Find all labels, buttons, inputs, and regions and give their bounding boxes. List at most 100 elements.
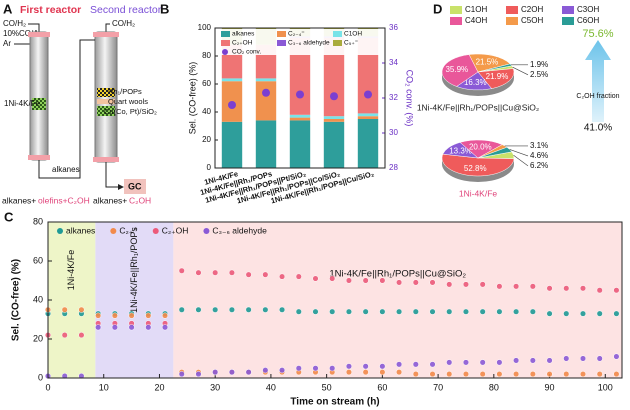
data-point <box>161 324 169 331</box>
tube-cap <box>93 157 119 162</box>
y-tick-label: 80 <box>202 51 211 60</box>
data-point <box>513 357 520 364</box>
data-point <box>546 357 553 364</box>
data-point <box>312 308 319 315</box>
data-point <box>412 361 419 368</box>
gc-box <box>124 179 146 194</box>
legend-box <box>217 29 383 55</box>
data-point <box>362 277 369 284</box>
legend-label: C₃₋₆ aldehyde <box>212 225 267 235</box>
plot-frame <box>214 27 386 169</box>
value-label: 16.3% <box>464 78 487 87</box>
bar-segment <box>323 37 345 117</box>
legend-marker <box>222 49 228 55</box>
data-point <box>279 367 286 374</box>
data-point <box>161 312 169 319</box>
feed-label: 10%CO/Ar <box>3 29 42 38</box>
product-label: alkanes+ <box>2 195 36 205</box>
legend-swatch <box>221 40 230 46</box>
legend-label: C₂₋₄⁼ <box>288 31 305 38</box>
y2-tick-label: 32 <box>389 93 398 102</box>
product-label: olefins+C₂OH <box>38 195 90 205</box>
data-point <box>245 306 252 313</box>
data-point <box>362 308 369 315</box>
data-point <box>412 308 419 315</box>
legend-marker <box>152 228 159 234</box>
data-point <box>496 308 503 315</box>
bar-segment <box>255 78 277 82</box>
data-point <box>228 269 235 276</box>
legend-label: C6OH <box>577 16 599 25</box>
plot-frame <box>47 221 623 379</box>
data-point <box>596 310 603 317</box>
data-point <box>245 369 252 376</box>
data-point <box>312 365 319 372</box>
data-point <box>462 371 470 378</box>
stage-region <box>95 222 174 378</box>
legend-label: C₅₊⁼ <box>344 40 359 47</box>
data-point <box>496 283 503 290</box>
bar-segment <box>323 121 345 168</box>
data-point <box>295 273 302 280</box>
data-point <box>195 269 202 276</box>
y2-tick-label: 36 <box>389 23 398 32</box>
data-point <box>429 308 436 315</box>
pie-slice <box>477 68 515 89</box>
data-point <box>262 367 269 374</box>
data-point <box>596 371 603 378</box>
bar-segment <box>323 116 345 119</box>
bed-label: Cu(Co, Pt)/SiO₂ <box>104 107 157 116</box>
product-label: C₂OH <box>129 195 151 205</box>
data-point <box>546 285 553 292</box>
y-tick-label: 40 <box>33 294 43 304</box>
stage-label: 1Ni-4K/Fe <box>66 250 76 291</box>
y2-tick-label: 34 <box>389 58 398 67</box>
data-point <box>496 371 503 378</box>
wool-bed <box>97 99 115 104</box>
y-tick-label: 20 <box>33 333 43 343</box>
data-point <box>195 371 202 378</box>
value-label: 35.9% <box>445 65 468 74</box>
data-point <box>446 308 453 315</box>
y-tick-label: 0 <box>38 372 43 382</box>
conversion-point <box>262 88 270 97</box>
legend-label: alkanes <box>66 225 95 235</box>
data-point <box>345 308 352 315</box>
data-point <box>329 365 336 372</box>
data-point <box>228 369 235 376</box>
legend-label: C5OH <box>521 16 543 25</box>
data-point <box>379 277 386 284</box>
legend-marker <box>110 228 117 234</box>
data-point <box>613 287 620 294</box>
legend-swatch <box>277 40 286 46</box>
panel-label: B <box>160 1 169 16</box>
data-point <box>479 281 486 288</box>
trend-arrow <box>585 40 611 122</box>
bed-label: 1Ni-4K/Fe <box>4 99 41 108</box>
reactor-tube <box>29 31 49 161</box>
data-point <box>446 371 453 378</box>
data-point <box>145 324 152 331</box>
annotation: C₂OH fraction <box>576 93 619 100</box>
catalyst-bed <box>32 98 46 110</box>
bed-label: Rh₁/POPs <box>108 87 142 96</box>
bar-segment <box>357 119 379 168</box>
data-point <box>462 359 470 366</box>
data-point <box>446 281 453 288</box>
tube-cap <box>28 32 50 37</box>
legend-swatch <box>506 6 518 14</box>
data-point <box>513 308 520 315</box>
legend-label: C₂₊OH <box>232 40 253 47</box>
legend-label: CO₂ conv. <box>232 49 261 56</box>
legend-swatch <box>562 17 574 25</box>
bed-label: Quart wools <box>108 97 148 106</box>
pie-slice <box>477 146 513 159</box>
reactor-title: First reactor <box>20 4 81 16</box>
data-point <box>279 306 286 313</box>
data-point <box>111 324 118 331</box>
outlet-line <box>105 162 118 188</box>
data-point <box>579 310 587 317</box>
data-point <box>529 371 536 378</box>
data-point <box>262 271 269 278</box>
legend-marker <box>203 228 210 234</box>
